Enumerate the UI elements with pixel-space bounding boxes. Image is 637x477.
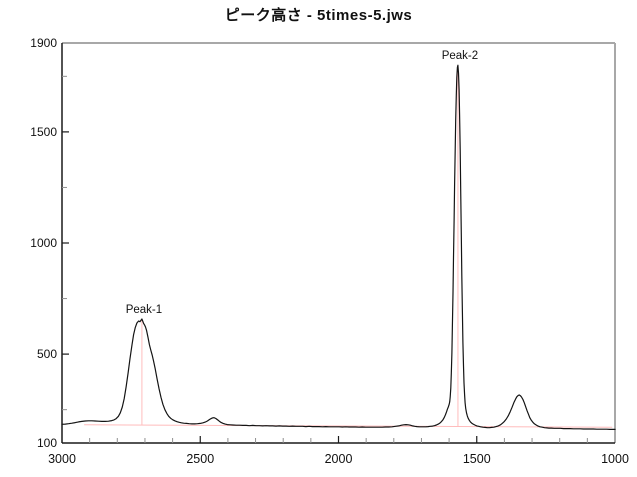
- spectrum-trace: [61, 64, 616, 430]
- y-tick-label: 1000: [30, 236, 57, 250]
- y-tick-label: 500: [37, 347, 57, 361]
- x-tick-label: 2000: [325, 452, 353, 466]
- peak-label: Peak-2: [442, 50, 478, 62]
- peak-label: Peak-1: [126, 304, 162, 316]
- y-tick-label: 1900: [30, 36, 57, 50]
- x-tick-label: 1500: [463, 452, 491, 466]
- chart-title: ピーク高さ - 5times-5.jws: [224, 7, 413, 24]
- peak-baseline-marker: [84, 424, 613, 428]
- x-tick-label: 2500: [186, 452, 214, 466]
- x-tick-label: 1000: [601, 452, 629, 466]
- y-tick-label: 1500: [30, 125, 57, 139]
- peak-markers: [84, 65, 613, 428]
- x-tick-label: 3000: [48, 452, 76, 466]
- y-tick-label: 100: [37, 436, 57, 450]
- x-axis-ticks: 3000 2500 2000 1500 1000: [48, 436, 629, 466]
- y-axis-ticks: 1900 1500 1000 500 100: [30, 36, 69, 450]
